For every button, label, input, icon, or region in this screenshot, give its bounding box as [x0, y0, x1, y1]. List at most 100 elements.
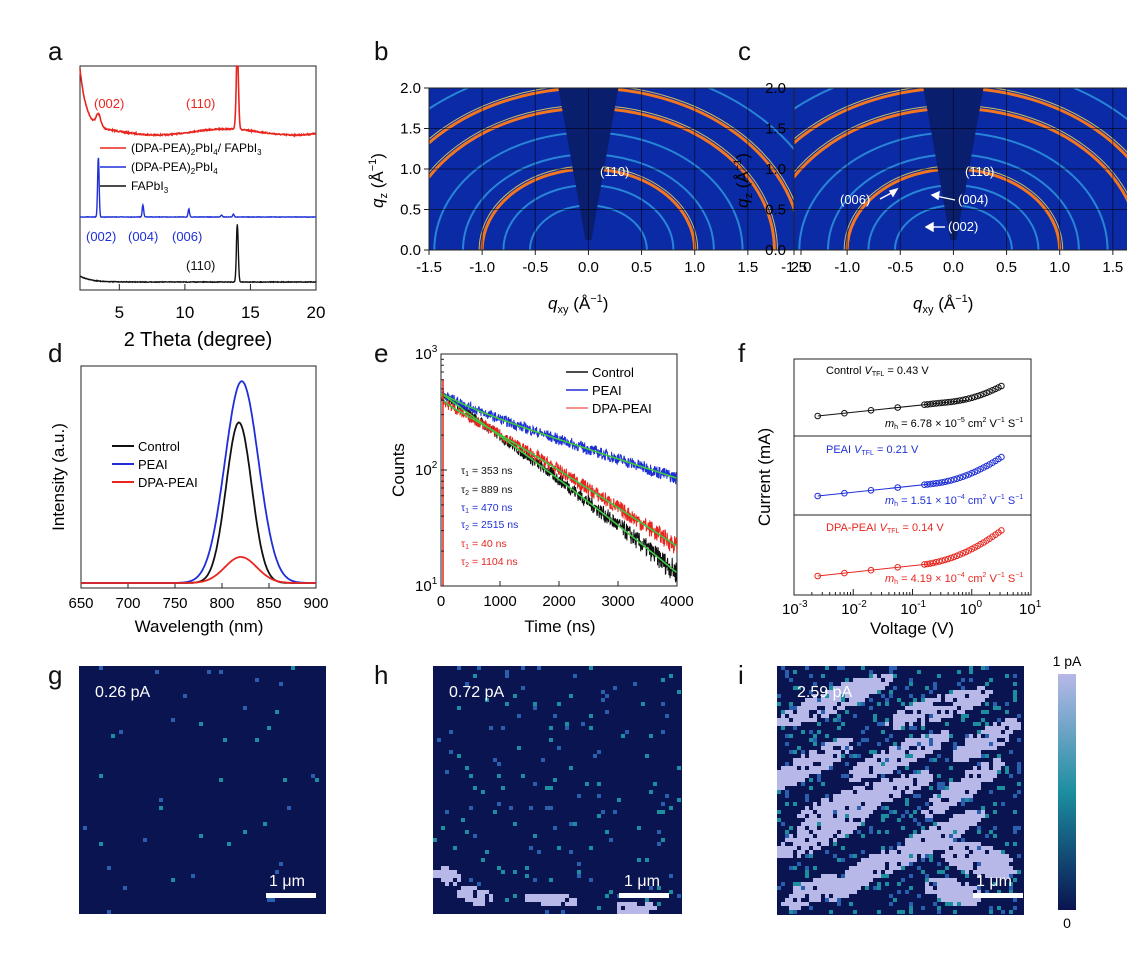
b-x-tick-3: 0.0	[578, 259, 599, 276]
e-x-tick-2: 2000	[542, 593, 575, 610]
colorbar-max-label: 1 pA	[1053, 653, 1082, 669]
f-label-dpa-peai: DPA-PEAI VTFL = 0.14 V	[826, 522, 944, 535]
b-y-tick-0: 0.0	[400, 242, 421, 259]
f-point-0-25	[983, 389, 990, 397]
f-point-2-6	[927, 560, 934, 567]
panel-b-anno-110: (110)	[600, 164, 629, 179]
f-point-0-27	[989, 387, 996, 394]
b-y-tick-1: 0.5	[400, 202, 421, 219]
panel-i-scalebar	[973, 893, 1023, 898]
f-x-tick-1: 10-2	[841, 599, 867, 618]
panel-a-x-ticks: 5 10 15 20	[115, 284, 326, 322]
f-x-tick-2: 10-1	[901, 599, 927, 618]
f-point-1-0	[814, 492, 822, 500]
panel-a-anno-006-blue: (006)	[172, 229, 202, 244]
b-y-tick-2: 1.0	[400, 161, 421, 178]
panel-letter-i: i	[738, 660, 744, 690]
panel-letter-h: h	[374, 660, 388, 690]
f-point-0-23	[977, 391, 984, 399]
b-x-tick-7: 2.0	[791, 259, 812, 276]
b-x-tick-5: 1.0	[684, 259, 705, 276]
colorbar-gradient	[1058, 674, 1076, 910]
panel-d-ylabel: Intensity (a.u.)	[49, 423, 68, 531]
f-point-1-15	[953, 475, 961, 483]
f-point-2-2	[867, 566, 875, 574]
e-x-tick-0: 0	[437, 593, 445, 610]
panel-f-xlabel: Voltage (V)	[870, 619, 954, 638]
f-point-1-3	[894, 484, 902, 491]
panel-e-fit-control	[441, 392, 677, 573]
legend-item-control: Control	[138, 439, 180, 454]
panel-c-xlabel: qxy (Å−1)	[913, 293, 973, 316]
panel-b-giwaxs: -1.5 -1.0 -0.5 0.0 0.5 1.0 1.5 2.0 0.0 0.5 1.0 1.5 2…	[367, 80, 812, 316]
panel-c-giwaxs: -1.5 -1.0 -0.5 0.0 0.5 1.0 1.5 2.0 0.0 0.5 1.0 1.5 2…	[732, 80, 1127, 316]
f-point-2-9	[935, 558, 943, 565]
f-point-1-17	[959, 473, 967, 481]
legend-item-2d: (DPA-PEA)2PbI4	[131, 160, 218, 176]
tau-anno-5: τ2 = 1104 ns	[461, 556, 518, 569]
panel-h-scalebar	[619, 893, 669, 898]
panel-letter-c: c	[738, 36, 751, 66]
panel-c-anno-004: (004)	[958, 192, 988, 207]
f-point-0-0	[814, 412, 822, 420]
b-x-tick-6: 1.5	[737, 259, 758, 276]
panel-a-anno-004-blue: (004)	[128, 229, 158, 244]
c-x-tick-3: 0.0	[943, 259, 964, 276]
f-point-1-1	[841, 489, 848, 497]
f-point-0-15	[953, 397, 961, 405]
a-x-tick-3: 20	[307, 303, 326, 322]
f-point-1-2	[867, 487, 875, 494]
f-point-0-3	[894, 404, 902, 411]
legend-item-fapbi3: FAPbI3	[131, 179, 169, 195]
tau-anno-1: τ2 = 889 ns	[461, 484, 513, 497]
panel-a-anno-110-black: (110)	[186, 258, 215, 273]
panel-e-ylabel: Counts	[389, 443, 408, 497]
f-point-2-12	[944, 555, 952, 563]
panel-d-frame	[80, 365, 317, 589]
panel-e-tau-annotations: τ1 = 353 ns τ2 = 889 ns τ1 = 470 ns τ2 =…	[461, 465, 518, 569]
c-x-tick-0: -1.5	[781, 259, 807, 276]
c-y-tick-2: 1.0	[765, 161, 786, 178]
panel-f-ticks: 10-3 10-2 10-1 100 101	[782, 589, 1042, 618]
panel-i-current-map: 2.59 pA 1 μm	[777, 666, 1024, 915]
panel-d-series-dpa-peai	[81, 556, 316, 584]
panel-d-xlabel: Wavelength (nm)	[135, 617, 264, 636]
a-x-tick-0: 5	[115, 303, 124, 322]
panel-c-image	[794, 88, 1127, 250]
panel-e-legend: Control PEAI DPA-PEAI	[566, 365, 652, 416]
colorbar: 1 pA 0	[1053, 653, 1082, 931]
c-x-tick-2: -0.5	[887, 259, 913, 276]
f-point-1-19	[965, 471, 973, 478]
panel-e-trpl-chart: 0 1000 2000 3000 4000 101 102 103 Control PEAI …	[389, 344, 694, 636]
b-y-tick-3: 1.5	[400, 121, 421, 138]
legend-item-peai: PEAI	[592, 383, 622, 398]
f-point-2-13	[947, 554, 955, 562]
panel-e-fit-dpa-peai	[441, 392, 677, 547]
c-x-tick-5: 1.0	[1049, 259, 1070, 276]
e-y-tick-2: 103	[415, 344, 438, 363]
f-label-peai: PEAI VTFL = 0.21 V	[826, 444, 919, 457]
panel-d-ticks: 650 700 750 800 850 900	[68, 583, 329, 612]
panel-e-series-peai	[441, 390, 677, 485]
panel-c-ylabel: qz (Å−1)	[732, 153, 755, 208]
panel-a-frame	[79, 65, 317, 291]
f-point-2-8	[932, 558, 940, 566]
f-point-0-17	[959, 396, 967, 404]
b-x-tick-1: -1.0	[469, 259, 495, 276]
panel-a-anno-002-red: (002)	[94, 96, 124, 111]
panel-letter-d: d	[48, 338, 62, 368]
f-point-0-22	[974, 392, 982, 400]
panel-letter-e: e	[374, 338, 388, 368]
tau-anno-3: τ2 = 2515 ns	[461, 519, 518, 532]
d-x-tick-5: 900	[303, 595, 328, 612]
panel-b-xlabel: qxy (Å−1)	[548, 293, 608, 316]
f-point-2-16	[956, 551, 964, 558]
e-x-tick-1: 1000	[483, 593, 516, 610]
legend-item-control: Control	[592, 365, 634, 380]
f-point-1-21	[971, 468, 979, 476]
panel-a-legend: (DPA-PEA)2PbI4/ FAPbI3 (DPA-PEA)2PbI4 FA…	[100, 141, 262, 195]
d-x-tick-2: 750	[162, 595, 187, 612]
f-point-2-11	[941, 556, 949, 564]
d-x-tick-1: 700	[115, 595, 140, 612]
d-x-tick-3: 800	[209, 595, 234, 612]
